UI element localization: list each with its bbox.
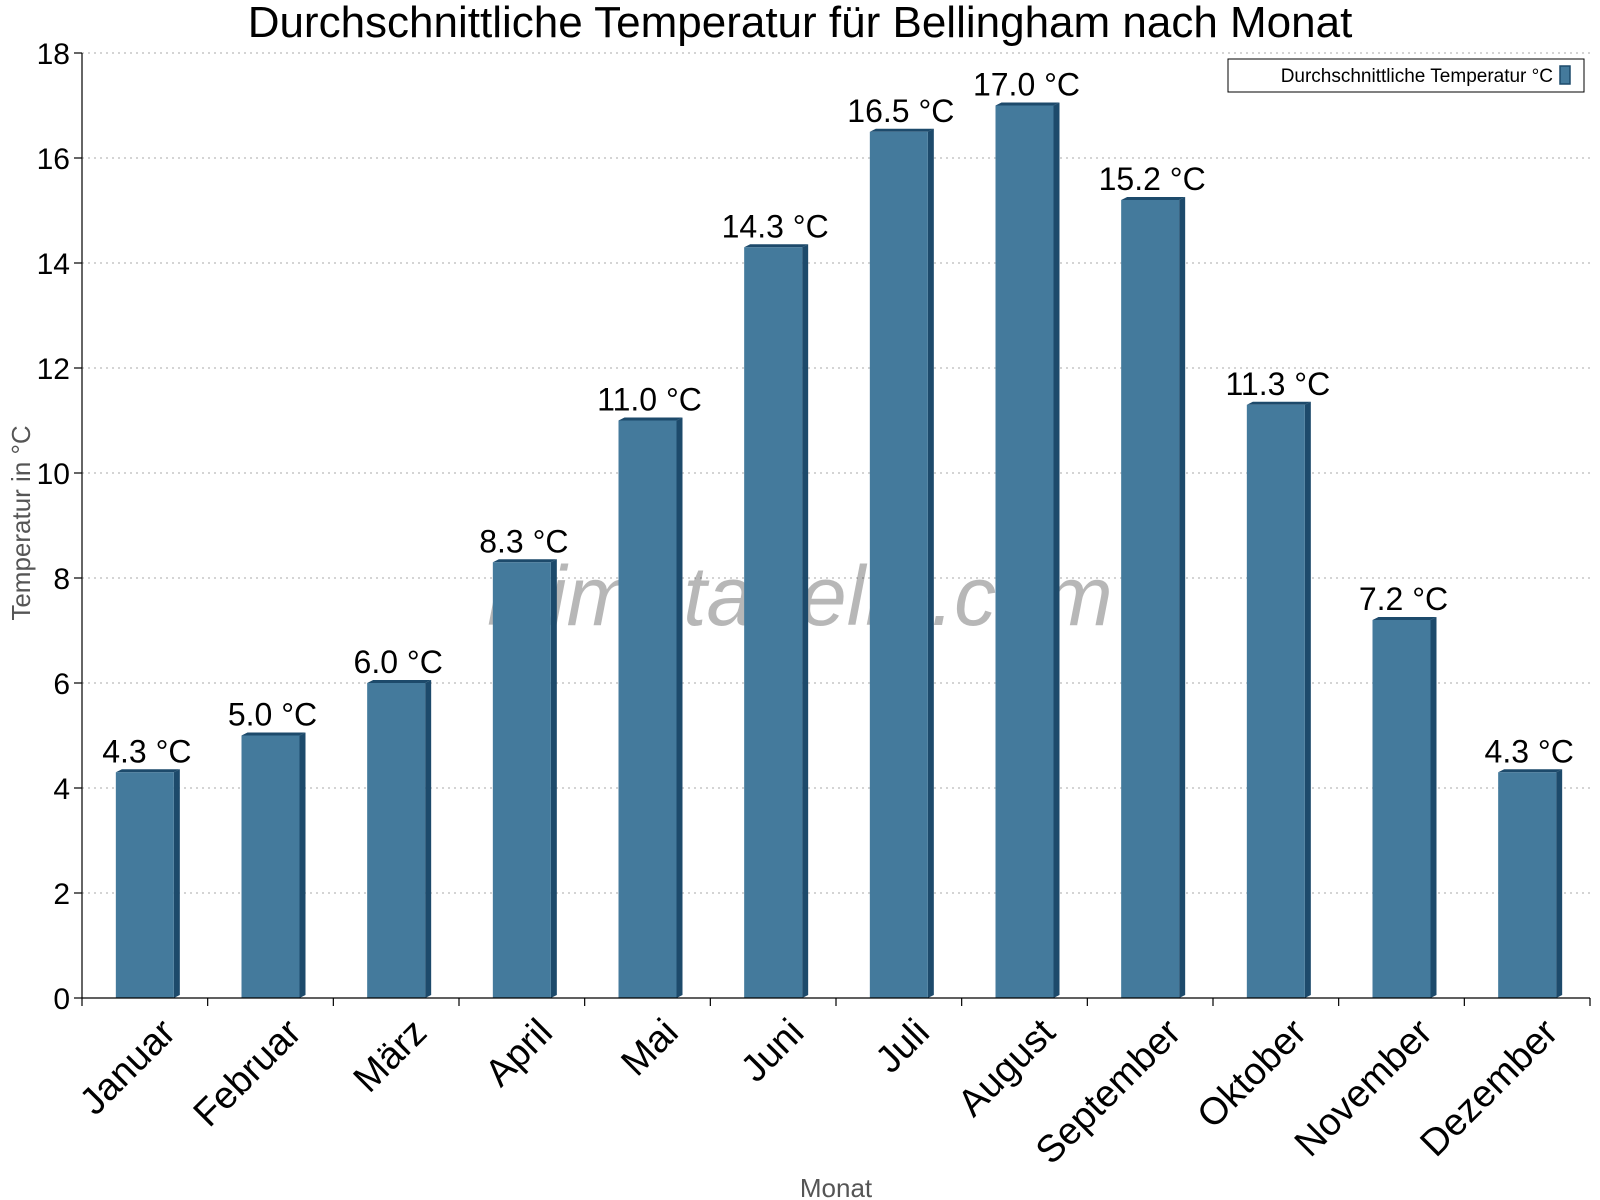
y-tick-label: 2	[53, 878, 70, 911]
data-labels: 4.3 °C 5.0 °C 6.0 °C 8.3 °C 11.0 °C 14.3 °C 16…	[102, 67, 1574, 770]
bar-side	[1304, 401, 1311, 998]
x-tick-label: April	[477, 1011, 560, 1094]
x-tick-label: Juli	[868, 1011, 938, 1081]
bar-front	[115, 772, 174, 998]
x-tick-label: Dezember	[1413, 1011, 1567, 1165]
bar-top	[241, 732, 306, 736]
bar-side	[1179, 197, 1186, 998]
legend-swatch	[1559, 65, 1571, 85]
bar-side	[802, 244, 809, 998]
bar	[241, 732, 306, 998]
y-tick-label: 12	[37, 353, 70, 386]
bar-front	[869, 131, 928, 998]
bar-front	[995, 105, 1054, 998]
bar-side	[299, 732, 306, 998]
x-tick-label: Oktober	[1190, 1011, 1316, 1137]
data-label: 4.3 °C	[102, 733, 191, 769]
y-tick-label: 10	[37, 458, 70, 491]
bar-top	[1372, 617, 1437, 620]
bar-side	[550, 559, 557, 998]
bar-front	[744, 247, 803, 998]
bar	[1246, 401, 1311, 998]
bar-top	[744, 244, 809, 248]
legend-label: Durchschnittliche Temperatur °C	[1281, 66, 1553, 87]
bar	[1372, 617, 1437, 998]
bar-side	[1556, 769, 1563, 998]
data-label: 7.2 °C	[1359, 581, 1448, 617]
data-label: 5.0 °C	[228, 697, 317, 733]
x-tick-label: Januar	[72, 1011, 184, 1123]
y-tick-label: 8	[53, 563, 70, 596]
x-tick-label: Mai	[614, 1011, 687, 1084]
data-label: 16.5 °C	[847, 93, 954, 129]
y-tick-label: 6	[53, 668, 70, 701]
data-label: 4.3 °C	[1485, 733, 1574, 769]
axes	[74, 52, 1591, 1006]
data-label: 6.0 °C	[354, 644, 443, 680]
bar-front	[1498, 772, 1557, 998]
bar-side	[1430, 617, 1437, 998]
x-tick-label: August	[950, 1011, 1064, 1125]
y-tick-label: 18	[37, 38, 70, 71]
bar-top	[869, 128, 934, 132]
bar-top	[492, 559, 557, 563]
bar	[1121, 197, 1186, 998]
x-tick-label: November	[1287, 1011, 1441, 1165]
bar	[492, 559, 557, 998]
bar-top	[1498, 769, 1563, 773]
bar-front	[1372, 620, 1431, 998]
data-label: 15.2 °C	[1099, 161, 1206, 197]
y-tick-label: 16	[37, 143, 70, 176]
bar	[367, 680, 432, 998]
bar	[1498, 769, 1563, 998]
x-tick-labels: Januar Februar März April Mai Juni Juli AugustS…	[72, 1011, 1566, 1172]
chart-title: Durchschnittliche Temperatur für Belling…	[248, 0, 1353, 47]
data-label: 17.0 °C	[973, 67, 1080, 103]
bar-front	[241, 735, 300, 998]
x-tick-label: Juni	[733, 1011, 812, 1090]
data-label: 11.0 °C	[597, 382, 702, 418]
bar	[995, 102, 1060, 998]
x-tick-label: März	[346, 1011, 435, 1100]
bar-top	[1121, 197, 1186, 200]
bar-front	[492, 562, 551, 998]
x-axis-label: Monat	[800, 1173, 873, 1200]
bar-front	[1246, 404, 1305, 998]
grid-lines	[82, 52, 1590, 894]
bar-side	[173, 769, 180, 998]
bar-side	[927, 128, 934, 998]
bar-side	[425, 680, 432, 998]
x-tick-label: Februar	[186, 1011, 310, 1135]
legend: Durchschnittliche Temperatur °C	[1227, 58, 1585, 93]
bar	[115, 769, 180, 998]
bar	[869, 128, 934, 998]
bar-side	[1053, 102, 1060, 998]
y-tick-label: 4	[53, 773, 70, 806]
bar-front	[618, 420, 677, 998]
bar-front	[367, 683, 426, 998]
bar	[744, 244, 809, 998]
y-tick-label: 14	[37, 248, 70, 281]
bar-front	[1121, 200, 1180, 998]
bar-side	[676, 417, 683, 998]
y-axis-label: Temperatur in °C	[6, 425, 36, 620]
bar-top	[618, 417, 683, 421]
bar-top	[367, 680, 432, 683]
legend-box	[1227, 58, 1585, 93]
data-label: 11.3 °C	[1225, 366, 1330, 402]
bar-top	[1246, 401, 1311, 405]
data-label: 8.3 °C	[479, 523, 568, 559]
bar-top	[995, 102, 1060, 106]
y-tick-label: 0	[53, 983, 70, 1016]
y-tick-labels: 0 2 4 6 8 10 12 14 16 18	[37, 38, 70, 1016]
data-label: 14.3 °C	[722, 208, 829, 244]
bars	[115, 102, 1563, 998]
bar	[618, 417, 683, 998]
bar-top	[115, 769, 180, 773]
